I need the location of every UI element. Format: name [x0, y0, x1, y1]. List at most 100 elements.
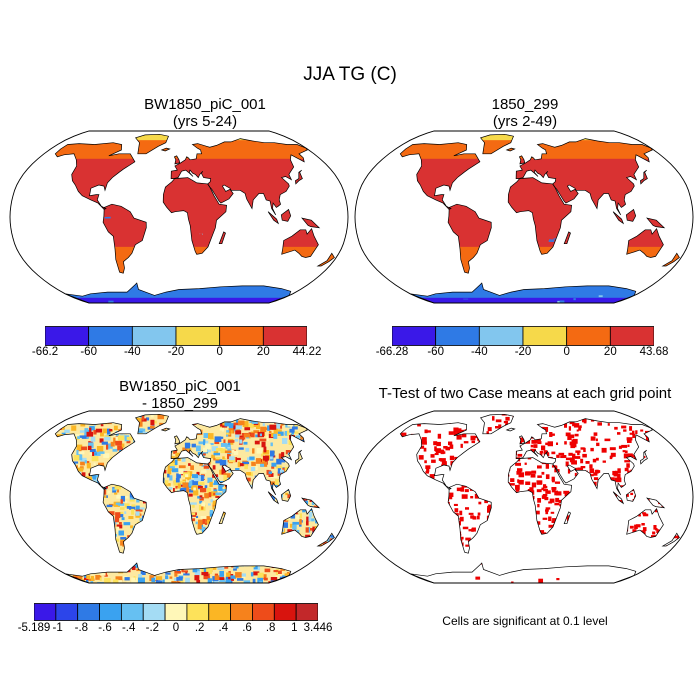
- map-grid-cell: [114, 485, 122, 490]
- map-grid-cell: [46, 580, 49, 584]
- significant-cell: [632, 430, 635, 435]
- significant-cell: [677, 438, 680, 443]
- significant-cell: [589, 474, 594, 477]
- significant-cell: [668, 428, 674, 433]
- map-grid-cell: [139, 518, 144, 521]
- map-grid-cell: [203, 433, 211, 439]
- significant-cell: [460, 443, 463, 448]
- map-grid-cell: [81, 472, 86, 477]
- map-grid-cell: [245, 477, 251, 482]
- significant-cell: [530, 473, 536, 478]
- significant-cell: [538, 578, 544, 583]
- map-grid-cell: [98, 462, 105, 467]
- map-grid-cell: [313, 581, 318, 583]
- map-grid-cell: [314, 570, 319, 577]
- significant-cell: [477, 512, 481, 516]
- map-grid-cell: [115, 512, 121, 519]
- map-grid-cell: [273, 433, 278, 439]
- map-grid-cell: [329, 430, 335, 435]
- map-grid-cell: [198, 481, 205, 486]
- colorbar-tick-label: .8: [265, 622, 276, 634]
- map-grid-cell: [13, 568, 19, 573]
- significant-cell: [595, 438, 598, 442]
- significant-cell: [459, 510, 463, 516]
- land-sa: [448, 484, 492, 554]
- map-grid-cell: [116, 486, 120, 493]
- map-grid-cell: [158, 580, 163, 583]
- map-grid-cell: [342, 558, 348, 562]
- significant-cell: [465, 537, 471, 541]
- map-grid-cell: [22, 413, 29, 416]
- significant-cell: [654, 421, 657, 425]
- colorbar-swatch: [295, 603, 318, 621]
- map-grid-cell: [89, 452, 95, 456]
- significant-cell: [459, 516, 464, 522]
- significant-cell: [548, 524, 555, 528]
- map-grid-cell: [243, 580, 251, 583]
- map-grid-cell: [17, 429, 20, 432]
- significant-cell: [509, 483, 515, 486]
- map-grid-cell: [284, 573, 290, 576]
- map-grid-cell: [331, 574, 335, 579]
- map-grid-cell: [76, 444, 83, 451]
- map-grid-cell: [64, 429, 70, 433]
- map-grid-cell: [275, 581, 279, 583]
- land-af: [508, 177, 572, 255]
- map-grid-cell: [199, 462, 203, 466]
- map-grid-cell: [20, 453, 23, 456]
- map-panel-1: [9, 130, 349, 304]
- map-grid-cell: [10, 427, 13, 432]
- map-grid-cell: [224, 422, 232, 427]
- map-grid-cell: [28, 428, 31, 432]
- significant-cell: [691, 437, 694, 442]
- significant-cell: [542, 485, 548, 489]
- map-grid-cell: [127, 535, 130, 538]
- panel-1-title: BW1850_piC_001 (yrs 5-24): [75, 96, 335, 130]
- map-grid-cell: [299, 439, 307, 442]
- coastline-nz: [661, 532, 680, 547]
- significant-cell: [602, 460, 606, 463]
- map-grid-cell: [63, 581, 69, 583]
- coastline-su: [612, 211, 625, 225]
- map-grid-cell: [229, 450, 235, 453]
- map-grid-cell: [559, 300, 565, 303]
- map-grid-cell: [259, 438, 267, 442]
- significant-cell: [470, 496, 474, 499]
- map-grid-cell: [197, 524, 202, 530]
- coastline-jp: [640, 169, 648, 185]
- map-grid-cell: [316, 572, 322, 576]
- colorbar-tick-label: 44.22: [292, 346, 322, 358]
- map-grid-cell: [250, 572, 254, 577]
- map-grid-cell: [119, 522, 122, 525]
- map-grid-cell: [202, 518, 206, 524]
- map-grid-cell: [229, 456, 235, 461]
- map-grid-cell: [26, 574, 30, 579]
- significant-cell: [693, 551, 694, 553]
- map-grid-cell: [548, 240, 555, 242]
- map-grid-cell: [206, 568, 212, 575]
- coastline-an: [410, 282, 637, 304]
- colorbar-swatch: [208, 603, 232, 621]
- map-grid-cell: [191, 474, 199, 479]
- map-grid-cell: [205, 443, 211, 450]
- land-af: [163, 177, 227, 255]
- significant-cell: [564, 491, 571, 497]
- significant-cell: [615, 470, 621, 474]
- map-grid-cell: [164, 579, 172, 583]
- map-grid-cell: [174, 577, 177, 582]
- significant-cell: [671, 553, 677, 559]
- significant-cell: [659, 416, 664, 421]
- map-grid-cell: [327, 410, 331, 413]
- significant-cell: [368, 448, 371, 450]
- map-grid-cell: [183, 573, 190, 576]
- significant-cell: [575, 456, 581, 459]
- significant-cell: [565, 432, 571, 437]
- map-grid-cell: [178, 468, 184, 475]
- map-grid-cell: [206, 487, 212, 494]
- map-grid-cell: [12, 569, 14, 571]
- significant-cell: [550, 511, 555, 514]
- map-grid-cell: [57, 573, 63, 580]
- significant-cell: [468, 512, 474, 515]
- map-grid-cell: [220, 443, 227, 447]
- significant-cell: [653, 525, 657, 530]
